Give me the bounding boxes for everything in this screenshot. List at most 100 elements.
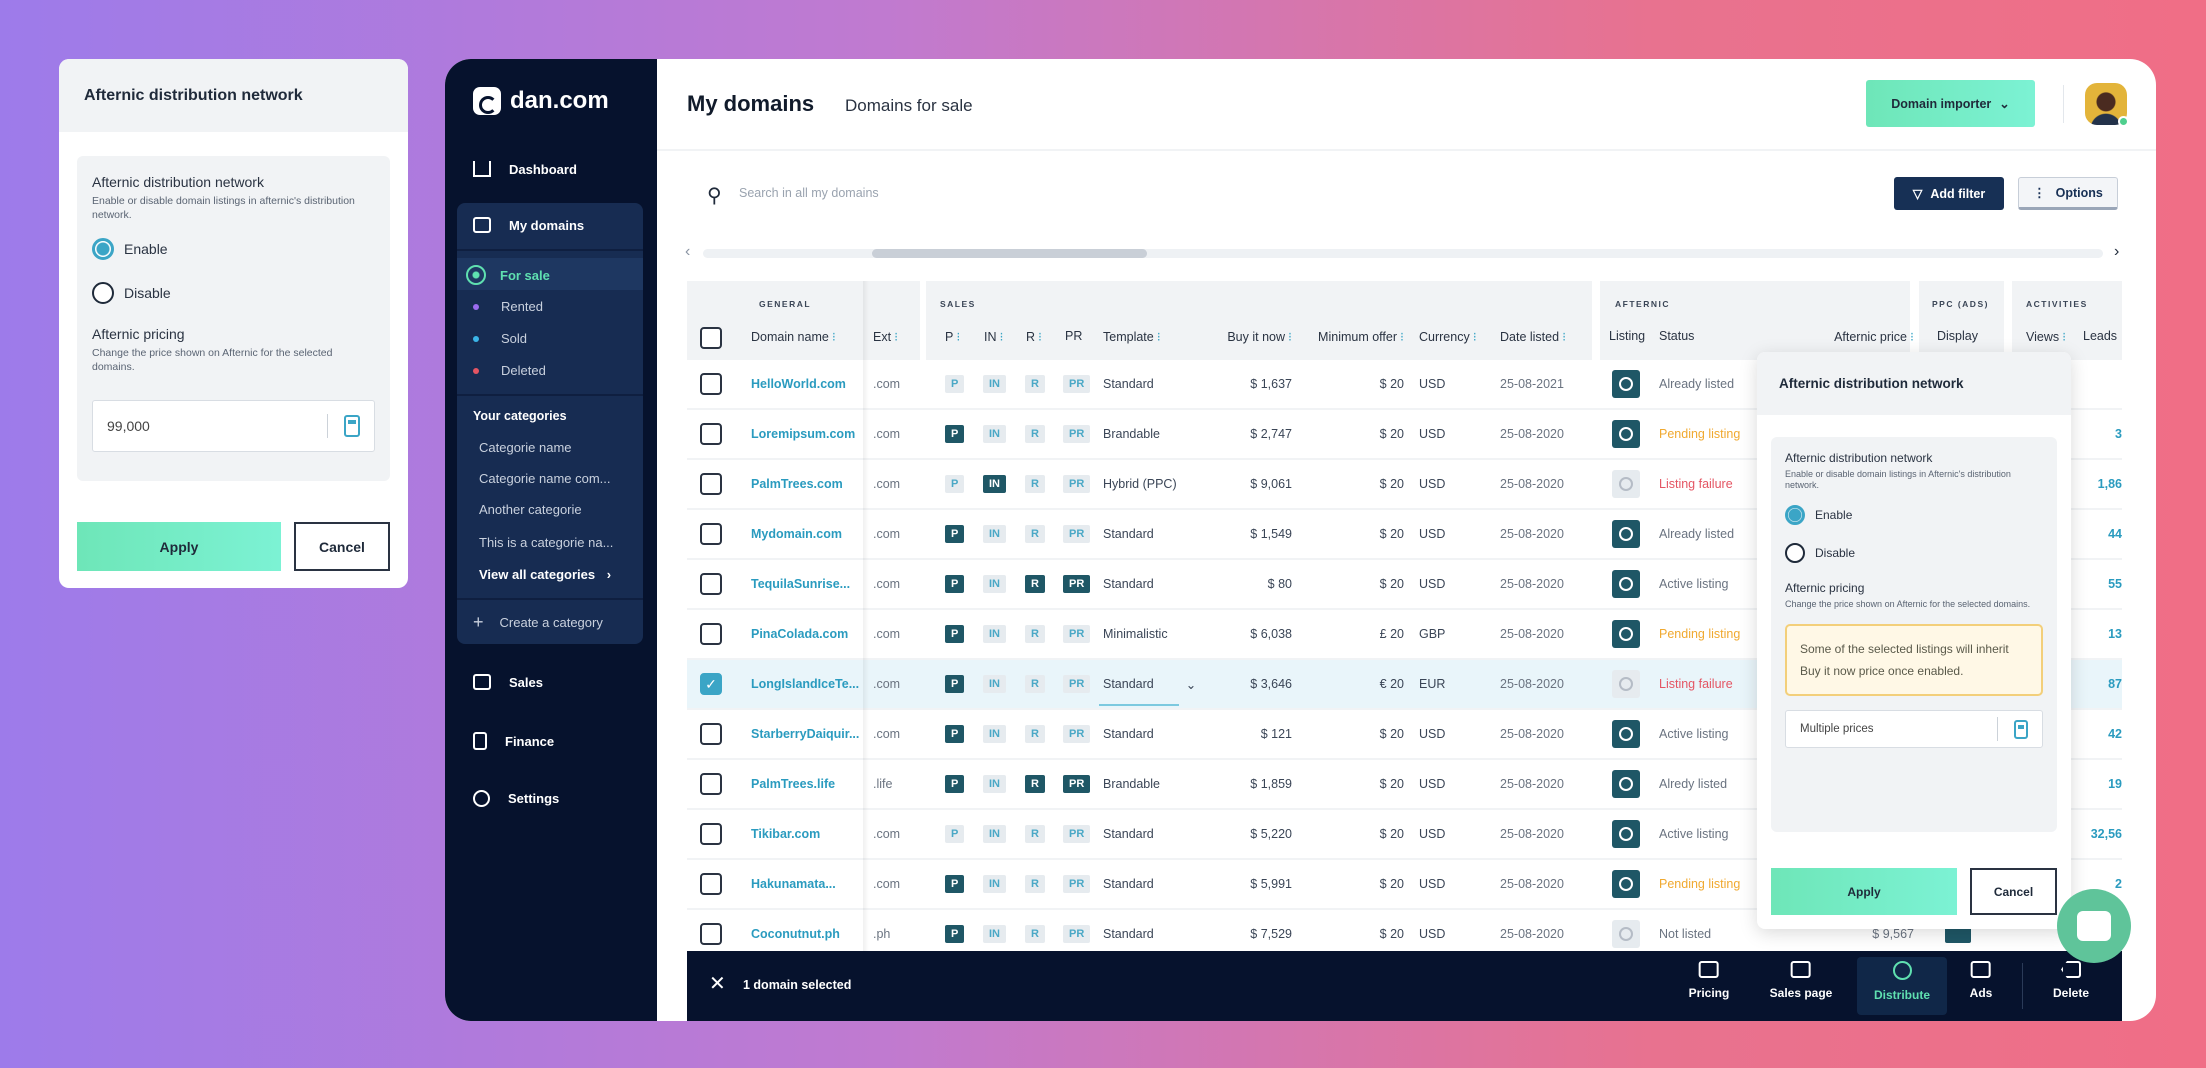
column-header-ext[interactable]: Ext ⁝ (873, 329, 898, 344)
badge-in[interactable]: IN (983, 475, 1006, 493)
badge-r[interactable]: R (1025, 475, 1045, 493)
badge-in[interactable]: IN (983, 525, 1006, 543)
afternic-listing-icon[interactable] (1612, 520, 1640, 548)
row-checkbox[interactable] (700, 373, 722, 395)
column-header-date[interactable]: Date listed ⁝ (1500, 329, 1566, 344)
row-checkbox[interactable] (700, 773, 722, 795)
afternic-listing-icon[interactable] (1612, 670, 1640, 698)
sidebar-item-settings[interactable]: Settings (473, 790, 559, 807)
badge-pr[interactable]: PR (1063, 825, 1091, 843)
ads-action[interactable]: Ads (1970, 961, 1992, 1000)
badge-pr[interactable]: PR (1063, 475, 1091, 493)
search-input[interactable]: Search in all my domains (739, 186, 879, 200)
afternic-listing-icon[interactable] (1612, 770, 1640, 798)
table-row[interactable]: Loremipsum.com .com P IN R PR Brandable $ 2… (687, 410, 2122, 460)
table-row[interactable]: PalmTrees.life .life P IN R PR Brandable $ … (687, 760, 2122, 810)
badge-p[interactable]: P (945, 375, 965, 393)
scroll-right-icon[interactable]: › (2114, 243, 2120, 260)
row-checkbox[interactable] (700, 423, 722, 445)
category-item[interactable]: Categorie name com... (479, 471, 611, 486)
domain-link[interactable]: StarberryDaiquir... (751, 727, 860, 741)
badge-p[interactable]: P (945, 775, 965, 793)
calculator-icon[interactable] (2014, 719, 2028, 739)
price-input[interactable]: 99,000 (92, 400, 375, 452)
badge-pr[interactable]: PR (1063, 775, 1091, 793)
column-header-pr[interactable]: PR (1065, 329, 1082, 343)
column-header-min[interactable]: Minimum offer ⁝ (1318, 329, 1404, 344)
afternic-listing-icon[interactable] (1612, 370, 1640, 398)
domain-link[interactable]: Tikibar.com (751, 827, 821, 841)
pricing-action[interactable]: Pricing (1689, 961, 1729, 1000)
afternic-listing-icon[interactable] (1612, 870, 1640, 898)
badge-in[interactable]: IN (983, 725, 1006, 743)
badge-pr[interactable]: PR (1063, 725, 1091, 743)
row-checkbox[interactable] (700, 523, 722, 545)
column-header-template[interactable]: Template ⁝ (1103, 329, 1161, 344)
badge-r[interactable]: R (1025, 775, 1045, 793)
badge-pr[interactable]: PR (1063, 875, 1091, 893)
badge-r[interactable]: R (1025, 625, 1045, 643)
afternic-listing-icon[interactable] (1612, 720, 1640, 748)
view-all-categories-link[interactable]: View all categories › (479, 567, 611, 582)
row-checkbox[interactable] (700, 473, 722, 495)
badge-in[interactable]: IN (983, 425, 1006, 443)
domain-link[interactable]: PalmTrees.com (751, 477, 843, 491)
row-checkbox[interactable] (700, 573, 722, 595)
afternic-listing-icon[interactable] (1612, 470, 1640, 498)
row-checkbox[interactable]: ✓ (700, 673, 722, 695)
badge-pr[interactable]: PR (1063, 925, 1091, 943)
domain-link[interactable]: HelloWorld.com (751, 377, 846, 391)
column-header-in[interactable]: IN ⁝ (984, 329, 1003, 344)
table-row[interactable]: PalmTrees.com .com P IN R PR Hybrid (PPC) $… (687, 460, 2122, 510)
badge-pr[interactable]: PR (1063, 675, 1091, 693)
badge-in[interactable]: IN (983, 375, 1006, 393)
delete-action[interactable]: Delete (2053, 961, 2089, 1000)
table-row[interactable]: Coconutnut.ph .ph P IN R PR Standard $ 7,52… (687, 910, 2122, 951)
badge-r[interactable]: R (1025, 875, 1045, 893)
column-header-r[interactable]: R ⁝ (1026, 329, 1042, 344)
disable-radio[interactable]: Disable (1785, 543, 2043, 563)
sidebar-item-deleted[interactable]: Deleted (473, 363, 546, 378)
sidebar-item-sold[interactable]: Sold (473, 331, 527, 346)
badge-in[interactable]: IN (983, 875, 1006, 893)
options-button[interactable]: ⋮ Options (2018, 177, 2118, 210)
domain-link[interactable]: TequilaSunrise... (751, 577, 851, 591)
row-checkbox[interactable] (700, 623, 722, 645)
table-row[interactable]: TequilaSunrise... .com P IN R PR Standard $… (687, 560, 2122, 610)
afternic-listing-icon[interactable] (1612, 570, 1640, 598)
category-item[interactable]: This is a categorie na... (479, 535, 614, 550)
apply-button[interactable]: Apply (77, 522, 281, 571)
table-row[interactable]: Mydomain.com .com P IN R PR Standard $ 1,54… (687, 510, 2122, 560)
badge-r[interactable]: R (1025, 825, 1045, 843)
table-row[interactable]: Hakunamata... .com P IN R PR Standard $ 5,9… (687, 860, 2122, 910)
price-input[interactable]: Multiple prices (1785, 710, 2043, 748)
avatar[interactable] (2085, 83, 2129, 127)
afternic-listing-icon[interactable] (1612, 620, 1640, 648)
column-header-listing[interactable]: Listing (1609, 329, 1645, 343)
scroll-left-icon[interactable]: ‹ (685, 243, 691, 260)
table-row[interactable]: HelloWorld.com .com P IN R PR Standard $ 1,… (687, 360, 2122, 410)
sidebar-item-for-sale[interactable]: For sale (466, 265, 550, 285)
close-icon[interactable]: ✕ (709, 973, 726, 995)
sales-page-action[interactable]: Sales page (1770, 961, 1832, 1000)
column-header-status[interactable]: Status (1659, 329, 1694, 343)
badge-pr[interactable]: PR (1063, 575, 1091, 593)
badge-in[interactable]: IN (983, 575, 1006, 593)
table-row[interactable]: PinaColada.com .com P IN R PR Minimalistic … (687, 610, 2122, 660)
domain-link[interactable]: Loremipsum.com (751, 427, 856, 441)
scrollbar-thumb[interactable] (872, 249, 1147, 258)
row-checkbox[interactable] (700, 823, 722, 845)
badge-p[interactable]: P (945, 575, 965, 593)
badge-pr[interactable]: PR (1063, 425, 1091, 443)
badge-p[interactable]: P (945, 875, 965, 893)
badge-p[interactable]: P (945, 525, 965, 543)
category-item[interactable]: Another categorie (479, 502, 582, 517)
row-checkbox[interactable] (700, 923, 722, 945)
badge-p[interactable]: P (945, 625, 965, 643)
badge-pr[interactable]: PR (1063, 375, 1091, 393)
badge-in[interactable]: IN (983, 625, 1006, 643)
badge-p[interactable]: P (945, 675, 965, 693)
enable-radio[interactable]: Enable (92, 238, 375, 260)
badge-pr[interactable]: PR (1063, 525, 1091, 543)
badge-r[interactable]: R (1025, 525, 1045, 543)
